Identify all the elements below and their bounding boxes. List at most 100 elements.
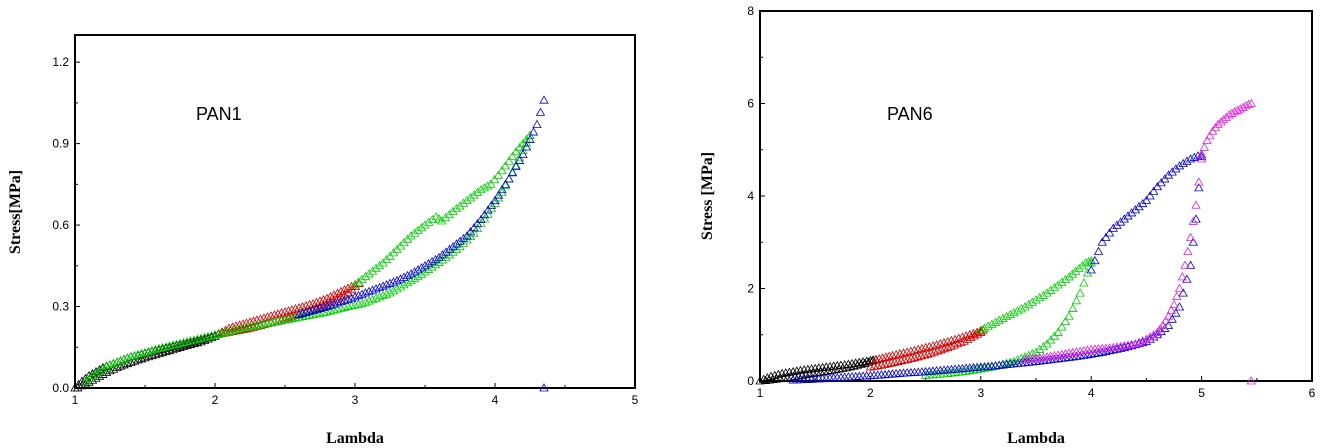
data-point	[304, 306, 315, 316]
data-point	[1016, 304, 1026, 313]
data-point	[424, 217, 434, 226]
data-point	[758, 374, 769, 383]
data-point	[482, 181, 493, 190]
data-point	[1031, 347, 1041, 356]
data-point	[231, 321, 241, 330]
data-point	[1009, 307, 1019, 317]
data-point	[1060, 316, 1071, 326]
data-point	[105, 366, 115, 375]
data-point	[336, 292, 346, 301]
data-point	[371, 284, 381, 293]
data-point	[1060, 274, 1071, 284]
data-point	[94, 366, 105, 375]
data-point	[1075, 288, 1085, 297]
data-point	[1112, 220, 1122, 229]
data-point	[1205, 131, 1215, 140]
data-point	[77, 381, 87, 390]
data-point	[1083, 257, 1094, 266]
data-point	[1202, 135, 1212, 144]
data-point	[983, 321, 993, 330]
data-point	[336, 286, 346, 296]
data-point	[476, 184, 486, 194]
data-point	[500, 161, 511, 170]
data-point	[472, 223, 483, 232]
x-tick-label: 3	[977, 386, 984, 400]
data-point	[437, 250, 448, 259]
data-point	[1152, 327, 1163, 336]
data-point	[399, 280, 409, 289]
data-point	[1196, 151, 1207, 161]
data-point	[388, 286, 399, 295]
y-tick-label: 0.3	[52, 300, 69, 314]
series-unloading-from-5	[788, 151, 1207, 384]
data-point	[1188, 216, 1199, 225]
data-point	[1001, 311, 1012, 321]
data-point	[1138, 198, 1148, 208]
data-point	[994, 315, 1004, 324]
data-point	[347, 284, 357, 294]
data-point	[308, 305, 318, 315]
data-point	[413, 265, 423, 274]
data-point	[329, 290, 339, 299]
data-point	[1134, 337, 1144, 346]
data-point	[406, 269, 416, 278]
data-point	[441, 247, 451, 256]
plot-frame-pan1	[74, 34, 636, 389]
data-point	[1123, 211, 1133, 220]
data-point	[1149, 329, 1159, 339]
data-points-pan1	[70, 95, 549, 392]
data-point	[448, 247, 458, 256]
data-point	[979, 323, 990, 332]
data-point	[1049, 282, 1060, 292]
data-point	[486, 200, 497, 209]
data-point	[224, 323, 234, 332]
x-axis-label-pan1: Lambda	[326, 430, 384, 447]
data-point	[1130, 205, 1141, 214]
data-point	[479, 210, 490, 219]
data-point	[1067, 269, 1078, 278]
data-point	[339, 295, 350, 304]
data-point	[1182, 274, 1192, 283]
data-point	[898, 348, 909, 357]
data-point	[507, 167, 518, 177]
series-loading-to-4-35	[294, 95, 549, 319]
data-point	[318, 302, 329, 311]
data-point	[507, 151, 518, 160]
data-point	[322, 301, 332, 310]
data-point	[865, 362, 876, 371]
data-point	[451, 244, 462, 253]
data-point	[1149, 186, 1159, 195]
data-point	[1171, 308, 1181, 317]
data-point	[346, 293, 357, 302]
data-point	[497, 187, 507, 196]
data-point	[416, 263, 427, 272]
data-point	[332, 298, 343, 307]
data-point	[792, 366, 802, 375]
data-point	[535, 107, 546, 116]
data-point	[1071, 296, 1082, 305]
x-tick-label: 1	[72, 393, 79, 407]
data-point	[1064, 311, 1074, 320]
data-point	[329, 299, 339, 308]
data-point	[325, 300, 336, 309]
data-point	[931, 340, 942, 349]
data-point	[469, 222, 479, 232]
axis-ticks-pan6: 1 2 3 4 5 6 0 2 4 6 8	[747, 4, 1315, 400]
data-point	[1218, 114, 1229, 124]
data-point	[1049, 331, 1060, 340]
data-point	[479, 183, 489, 192]
data-point	[1196, 149, 1207, 158]
data-point	[434, 257, 444, 266]
data-point	[406, 275, 416, 285]
data-point	[73, 383, 83, 392]
data-point	[406, 231, 416, 240]
data-point	[1023, 299, 1034, 309]
data-point	[1155, 324, 1165, 333]
data-point	[1074, 263, 1084, 273]
data-point	[1191, 214, 1201, 223]
data-point	[91, 373, 101, 382]
data-point	[1189, 152, 1199, 161]
data-point	[500, 180, 511, 190]
data-point	[504, 156, 514, 165]
data-point	[924, 341, 934, 351]
